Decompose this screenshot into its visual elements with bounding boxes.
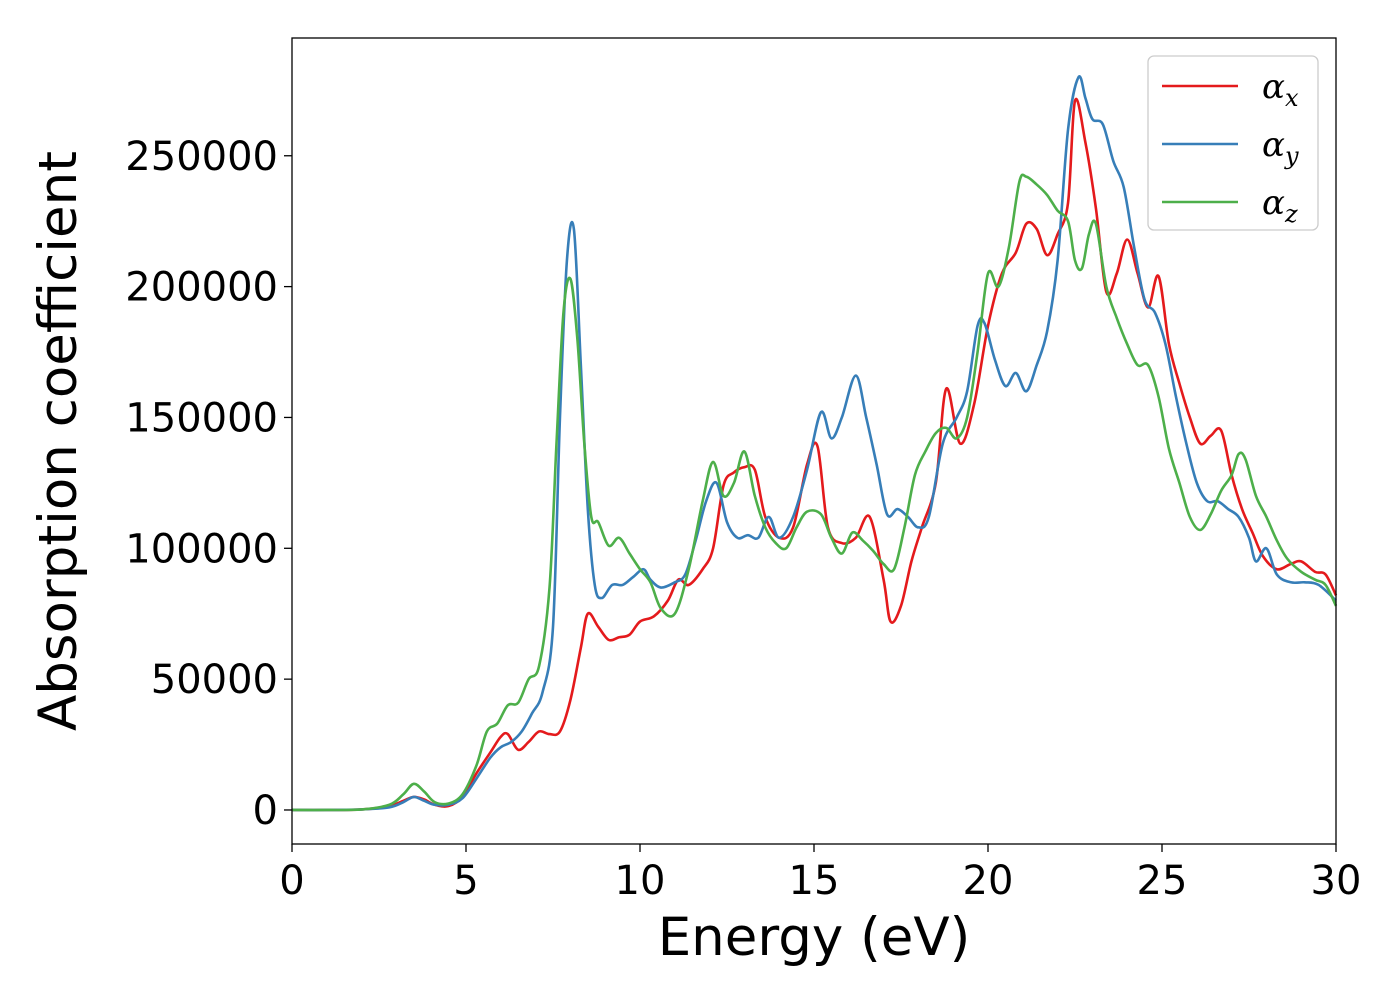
series-line-alpha-x <box>291 97 1338 812</box>
legend-label-alpha-x: αx <box>1262 67 1299 112</box>
x-axis-label: Energy (eV) <box>658 907 971 968</box>
x-tick-label: 15 <box>789 858 840 904</box>
legend-label-alpha-z: αz <box>1262 183 1298 228</box>
y-tick-label: 250000 <box>125 134 278 180</box>
legend-label-alpha-y: αy <box>1262 125 1299 170</box>
x-tick-label: 5 <box>453 858 478 904</box>
series-layer <box>291 75 1338 812</box>
x-tick-label: 20 <box>963 858 1014 904</box>
y-tick-label: 50000 <box>151 657 278 703</box>
x-tick-label: 30 <box>1311 858 1362 904</box>
series-line-alpha-y <box>291 75 1337 812</box>
y-tick-label: 0 <box>253 788 278 834</box>
y-tick-label: 150000 <box>125 395 278 441</box>
series-line-alpha-z <box>291 173 1338 812</box>
y-axis-label: Absorption coefficient <box>28 151 89 731</box>
y-tick-label: 100000 <box>125 526 278 572</box>
x-tick-label: 10 <box>615 858 666 904</box>
legend: αx αy αz <box>1147 55 1319 231</box>
y-axis-ticks: 0 50000 100000 150000 200000 250000 <box>125 134 292 834</box>
y-tick-label: 200000 <box>125 265 278 311</box>
x-axis-ticks: 0 5 10 15 20 25 30 <box>279 844 1361 904</box>
x-tick-label: 25 <box>1137 858 1188 904</box>
x-tick-label: 0 <box>279 858 304 904</box>
